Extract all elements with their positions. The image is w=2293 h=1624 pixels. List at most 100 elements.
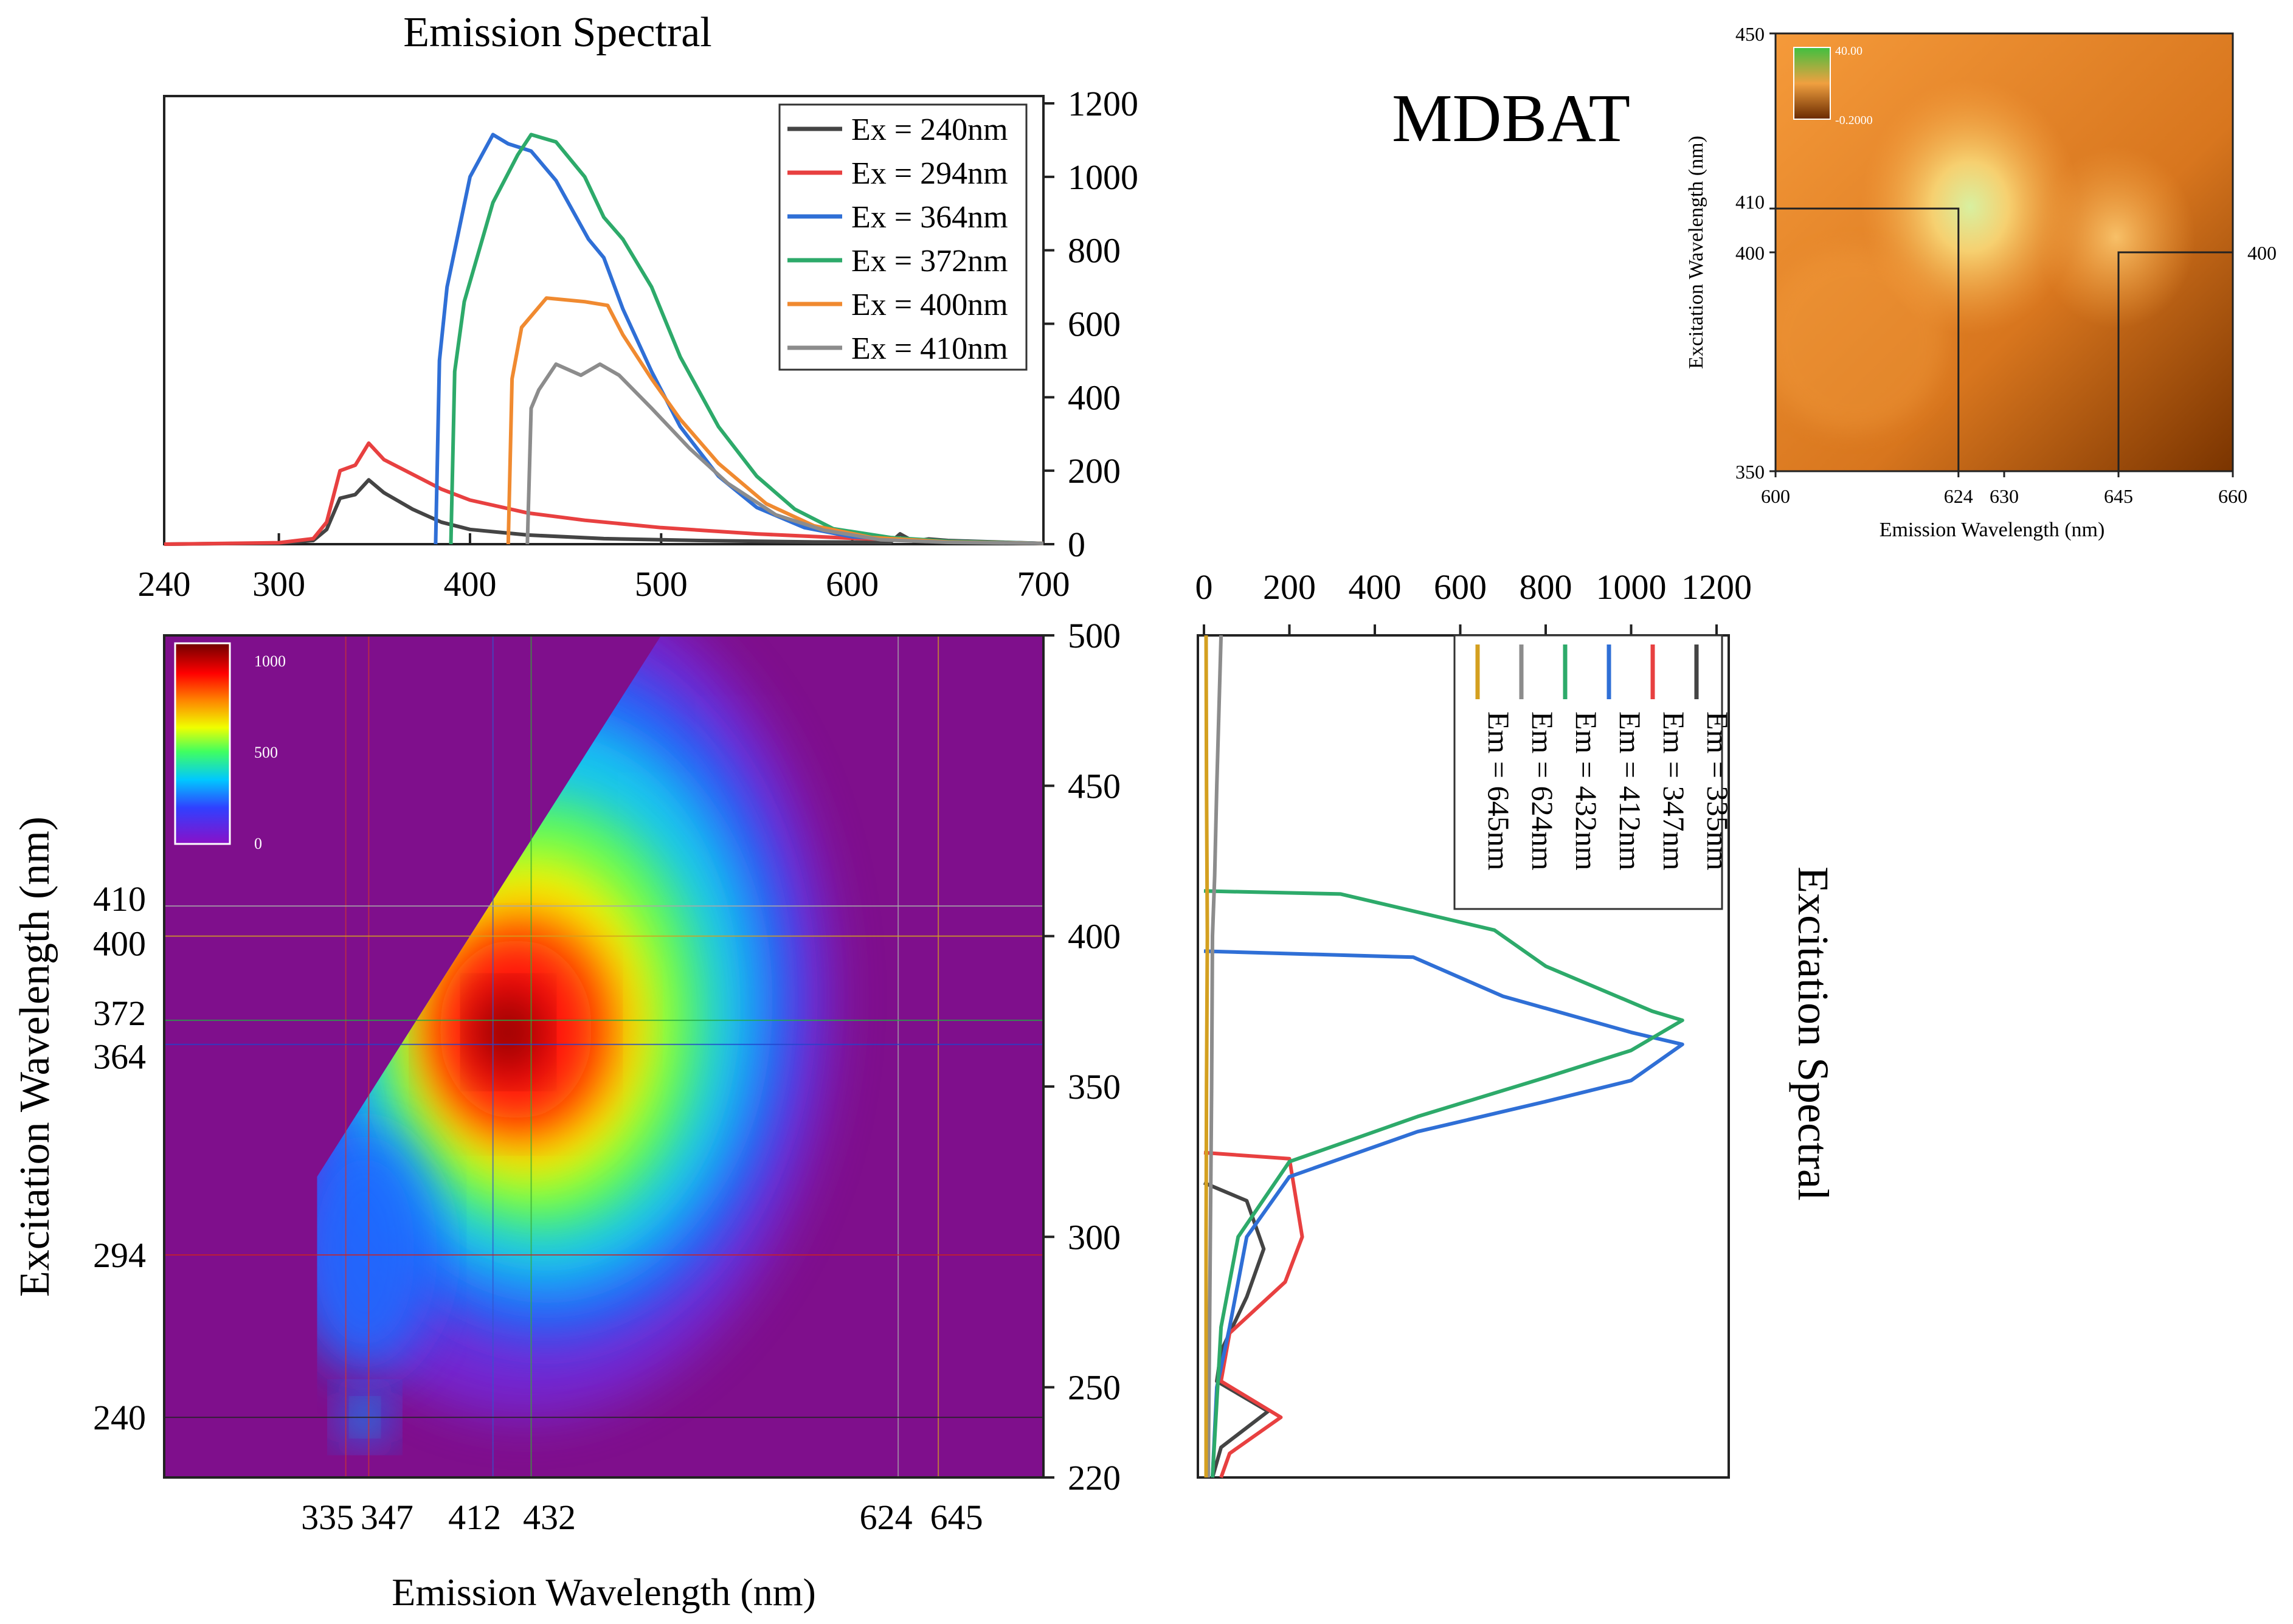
eem-left-tick-label: 372 xyxy=(93,993,146,1033)
emission-y-tick-label: 1200 xyxy=(1068,84,1138,123)
eem-right-tick-label: 250 xyxy=(1068,1368,1121,1408)
excitation-legend-label: Em = 347nm xyxy=(1657,711,1691,871)
excitation-series-line xyxy=(1204,635,1209,1477)
inset-y-tick-label: 450 xyxy=(1735,23,1765,45)
eem-bottom-tick-label: 335 xyxy=(301,1498,354,1537)
inset-guide-645 xyxy=(2117,251,2233,471)
eem-colorbar-tick-label: 0 xyxy=(254,835,262,852)
emission-x-tick-label: 300 xyxy=(252,564,305,604)
eem-intensity-blob xyxy=(317,1132,438,1372)
excitation-x-tick-label: 600 xyxy=(1434,567,1487,607)
emission-series-lines xyxy=(164,133,1044,546)
emission-x-tick-label: 500 xyxy=(635,564,688,604)
eem-left-tick-label: 410 xyxy=(93,879,146,919)
excitation-legend-box xyxy=(1453,634,1723,910)
emission-series-line xyxy=(164,478,1044,546)
eem-right-tick-label: 350 xyxy=(1068,1067,1121,1107)
emission-legend-box xyxy=(778,103,1028,371)
emission-series-line xyxy=(434,133,1044,545)
excitation-legend-label: Em = 335nm xyxy=(1701,711,1735,871)
inset-colorbar-max: 40.00 xyxy=(1835,44,1862,58)
eem-right-tick-label: 220 xyxy=(1068,1458,1121,1498)
eem-bottom-tick-label: 347 xyxy=(361,1498,413,1537)
inset-y-label: Excitation Wavelength (nm) xyxy=(1685,136,1707,369)
eem-right-tick-label: 450 xyxy=(1068,766,1121,806)
emission-legend-label: Ex = 400nm xyxy=(851,288,1008,322)
eem-plot-frame xyxy=(163,634,1045,1479)
eem-y-label: Excitation Wavelength (nm) xyxy=(12,817,58,1297)
excitation-ticks: 0 200 400 600 800 1000 1200 xyxy=(1195,567,1752,635)
excitation-x-tick-label: 0 xyxy=(1195,567,1213,607)
inset-right-label-400: 400 xyxy=(2247,242,2277,264)
eem-left-tick-label: 400 xyxy=(93,924,146,964)
inset-colorbar-min: -0.2000 xyxy=(1835,114,1873,127)
eem-intensity-blob xyxy=(474,990,543,1075)
emission-title: Emission Spectral xyxy=(403,9,711,56)
inset-guide-lines xyxy=(1776,207,2233,471)
inset-x-tick-label: 600 xyxy=(1761,485,1790,507)
excitation-series-lines xyxy=(1203,635,1684,1479)
excitation-x-tick-label: 1200 xyxy=(1681,567,1752,607)
eem-bottom-tick-label: 624 xyxy=(860,1498,913,1537)
emission-x-tick-label: 700 xyxy=(1017,564,1070,604)
emission-series-line xyxy=(525,362,1044,545)
excitation-x-tick-label: 200 xyxy=(1263,567,1316,607)
inset-x-tick-label: 645 xyxy=(2104,485,2133,507)
excitation-legend-label: Em = 412nm xyxy=(1613,711,1647,871)
eem-guide-lines xyxy=(164,635,1043,1477)
inset-heatmap xyxy=(1776,79,2195,432)
emission-y-tick-label: 1000 xyxy=(1068,157,1138,197)
eem-bottom-tick-label: 412 xyxy=(448,1498,501,1537)
excitation-series-line xyxy=(1206,635,1223,1478)
excitation-legend-label: Em = 645nm xyxy=(1482,711,1516,871)
excitation-series-line xyxy=(1203,889,1684,1478)
eem-bottom-tick-label: 645 xyxy=(930,1498,983,1537)
inset-y-tick-label: 410 xyxy=(1735,191,1765,213)
excitation-x-tick-label: 800 xyxy=(1520,567,1572,607)
emission-y-tick-label: 200 xyxy=(1068,451,1121,491)
excitation-legend-label: Em = 432nm xyxy=(1569,711,1603,871)
emission-legend-label: Ex = 364nm xyxy=(851,200,1008,235)
eem-right-tick-label: 400 xyxy=(1068,917,1121,956)
eem-ticks: 220 250 300 350 400 450 500 335 347 412 432 624 645 2… xyxy=(93,616,1121,1537)
inset-x-tick-label: 630 xyxy=(1990,485,2019,507)
inset-x-label: Emission Wavelength (nm) xyxy=(1880,519,2105,541)
eem-right-tick-label: 500 xyxy=(1068,616,1121,655)
inset-title: MDBAT xyxy=(1392,81,1630,156)
inset-y-tick-label: 400 xyxy=(1735,242,1765,264)
inset-colorbar xyxy=(1793,47,1831,120)
excitation-title: Excitation Spectral xyxy=(1789,866,1838,1201)
inset-y-tick-label: 350 xyxy=(1735,461,1765,483)
emission-y-tick-label: 0 xyxy=(1068,525,1085,564)
excitation-legend-label: Em = 624nm xyxy=(1526,711,1560,871)
emission-x-tick-label: 600 xyxy=(826,564,879,604)
inset-ticks: 600 624 630 645 660 350 400 410 450 400 xyxy=(1735,23,2277,507)
excitation-series-line xyxy=(1203,949,1684,1478)
emission-y-tick-label: 800 xyxy=(1068,231,1121,271)
emission-y-tick-label: 600 xyxy=(1068,305,1121,344)
inset-guide-624 xyxy=(1776,207,1960,471)
eem-left-tick-label: 364 xyxy=(93,1037,146,1077)
eem-x-label: Emission Wavelength (nm) xyxy=(392,1570,816,1614)
emission-series-line xyxy=(164,441,1044,546)
excitation-x-tick-label: 1000 xyxy=(1596,567,1667,607)
eem-right-tick-label: 300 xyxy=(1068,1217,1121,1257)
eem-left-tick-label: 294 xyxy=(93,1235,146,1275)
eem-colorbar xyxy=(174,642,231,845)
eem-colorbar-ticks: 0 500 1000 xyxy=(254,652,286,852)
emission-legend-label: Ex = 372nm xyxy=(851,244,1008,278)
emission-plot-frame xyxy=(163,95,1045,545)
excitation-legend: Em = 645nm Em = 624nm Em = 432nm Em = 412nm… xyxy=(1475,644,1735,871)
emission-legend-label: Ex = 294nm xyxy=(851,156,1008,191)
inset-x-tick-label: 660 xyxy=(2218,485,2247,507)
emission-legend: Ex = 240nm Ex = 294nm Ex = 364nm Ex = 372nm… xyxy=(787,112,1008,366)
emission-y-tick-label: 400 xyxy=(1068,378,1121,417)
emission-legend-label: Ex = 240nm xyxy=(851,112,1008,147)
excitation-x-tick-label: 400 xyxy=(1349,567,1402,607)
excitation-series-line xyxy=(1203,1150,1304,1479)
eem-colorbar-tick-label: 500 xyxy=(254,744,278,761)
emission-x-tick-label: 400 xyxy=(443,564,496,604)
eem-colorbar-tick-label: 1000 xyxy=(254,652,286,670)
